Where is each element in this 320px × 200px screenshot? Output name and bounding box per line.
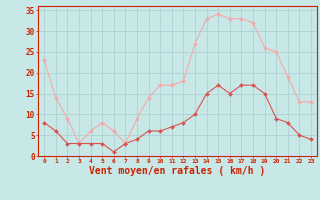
X-axis label: Vent moyen/en rafales ( km/h ): Vent moyen/en rafales ( km/h )	[90, 166, 266, 176]
